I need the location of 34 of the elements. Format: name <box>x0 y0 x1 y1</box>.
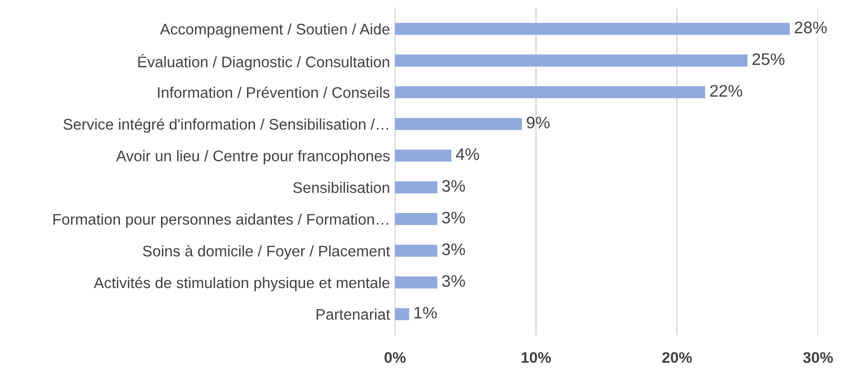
y-tick-label: Évaluation / Diagnostic / Consultation <box>138 54 390 70</box>
bar <box>395 181 438 194</box>
data-label: 22% <box>710 84 742 97</box>
y-tick-label: Information / Prévention / Conseils <box>158 86 390 98</box>
x-tick-label: 30% <box>803 352 833 363</box>
data-label: 3% <box>442 180 465 192</box>
x-tick-label: 20% <box>662 352 692 363</box>
bar <box>395 276 438 288</box>
data-label: 3% <box>442 275 465 287</box>
data-label: 25% <box>752 53 784 66</box>
data-label: 3% <box>442 212 465 224</box>
y-tick-label: Soins à domicile / Foyer / Placement <box>142 245 390 260</box>
bar <box>395 244 438 257</box>
y-tick-label: Activités de stimulation physique et mentale <box>94 276 390 292</box>
y-tick-label: Formation pour personnes aidantes / Formation… <box>53 214 388 228</box>
bar <box>395 86 706 98</box>
x-tick-label: 10% <box>522 352 551 363</box>
y-tick-label: Accompagnement / Soutien / Aide <box>160 23 390 38</box>
y-tick-label: Sensibilisation <box>293 182 390 194</box>
y-tick-label: Avoir un lieu / Centre pour francophones <box>116 150 390 164</box>
bar <box>395 308 410 320</box>
y-tick-label: Service intégré d'information / Sensibilisation /… <box>64 118 388 133</box>
data-label: 9% <box>526 116 550 128</box>
bar <box>395 54 748 67</box>
bar <box>395 118 522 130</box>
data-label: 3% <box>442 243 465 256</box>
data-label: 28% <box>794 22 827 34</box>
bar <box>395 150 452 162</box>
data-label: 1% <box>414 306 437 319</box>
bar <box>395 22 790 35</box>
bar <box>395 213 438 226</box>
x-tick-label: 0% <box>384 352 406 363</box>
data-label: 4% <box>456 148 480 160</box>
y-tick-label: Partenariat <box>316 308 390 320</box>
